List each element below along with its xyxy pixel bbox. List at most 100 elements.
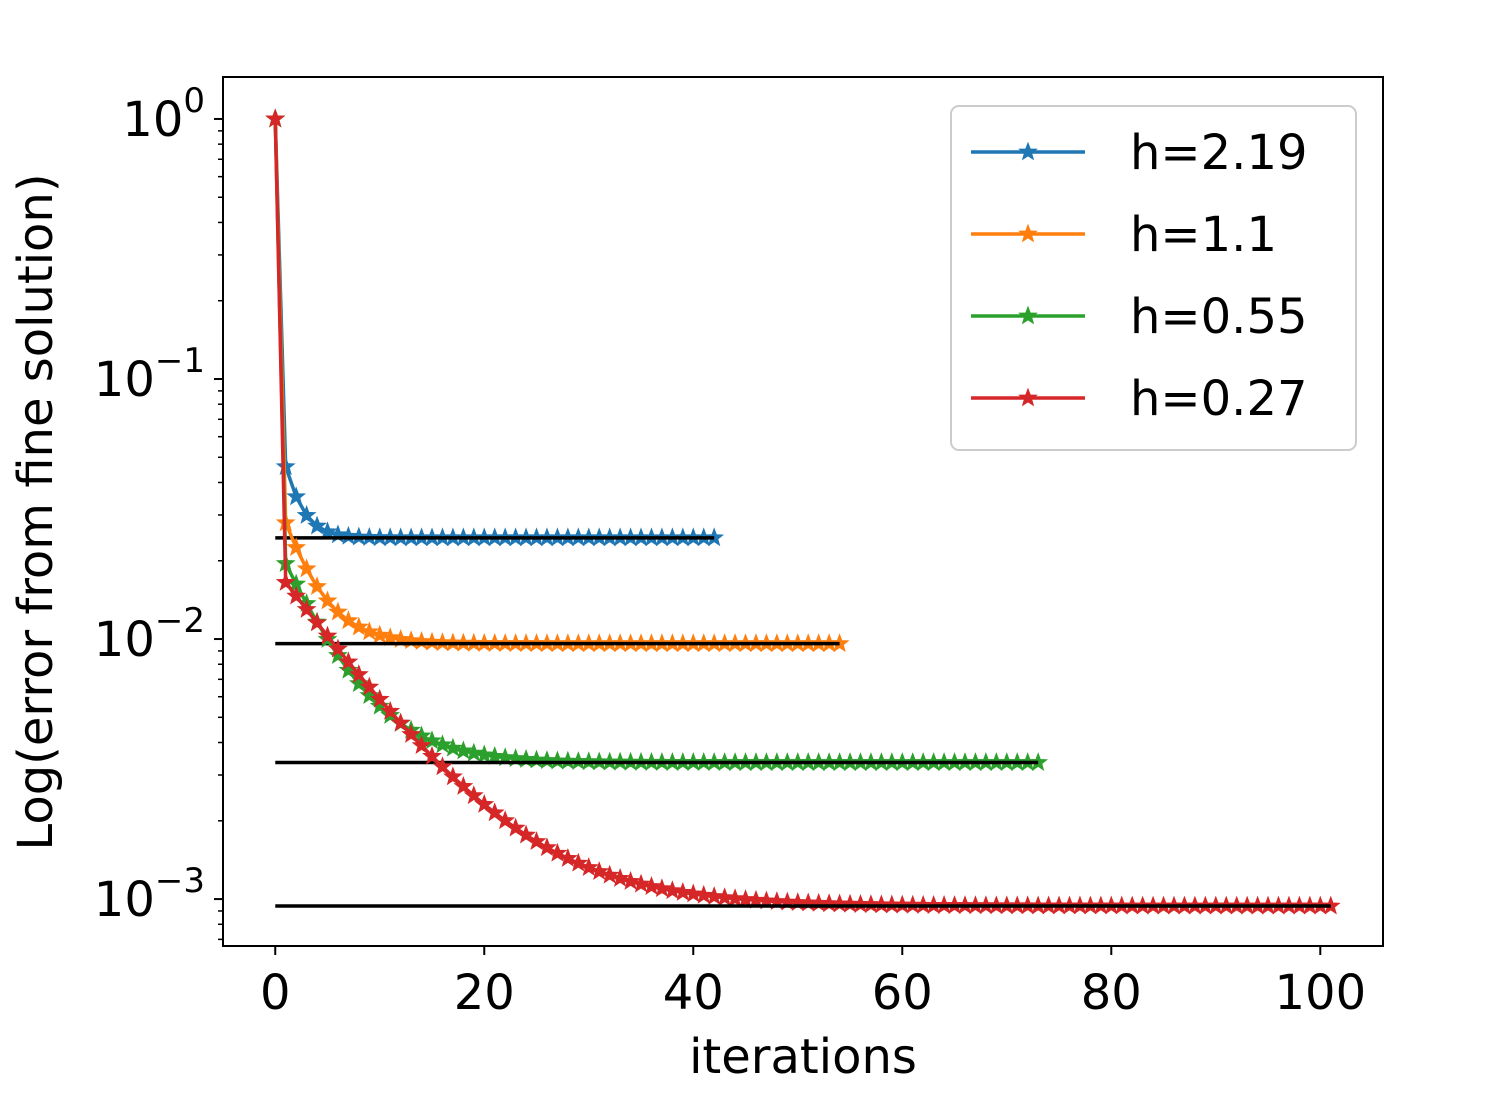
y-tick-label: 10−1 xyxy=(94,341,205,408)
data-point xyxy=(338,651,359,671)
data-point xyxy=(746,889,766,909)
data-point xyxy=(505,817,526,837)
plot-frame xyxy=(222,76,1384,947)
data-point xyxy=(516,824,536,844)
x-axis: 0 20 40 60 80 100 xyxy=(260,946,1366,1021)
data-point xyxy=(422,730,442,750)
data-point xyxy=(369,695,390,715)
data-point xyxy=(463,742,484,762)
data-point xyxy=(474,794,495,813)
legend-frame xyxy=(950,105,1357,451)
plot-layer xyxy=(265,108,1341,915)
data-point xyxy=(484,802,505,822)
data-point xyxy=(453,776,474,795)
x-tick-label: 80 xyxy=(1081,965,1142,1021)
data-point xyxy=(735,889,756,908)
data-point xyxy=(328,645,348,664)
legend-label: h=0.55 xyxy=(1130,289,1308,345)
data-point xyxy=(484,745,505,765)
data-point xyxy=(286,537,307,556)
data-point xyxy=(1320,895,1341,915)
data-point xyxy=(474,744,495,764)
data-point xyxy=(411,735,432,755)
x-tick-label: 100 xyxy=(1274,965,1366,1021)
x-tick-label: 60 xyxy=(872,965,933,1021)
data-point xyxy=(296,599,317,618)
data-point xyxy=(453,740,474,760)
data-point xyxy=(328,638,348,658)
data-point xyxy=(589,861,610,880)
data-point xyxy=(442,766,463,786)
data-point xyxy=(338,610,359,630)
data-point xyxy=(317,590,338,610)
data-point xyxy=(286,486,307,506)
data-point xyxy=(296,505,317,524)
data-point xyxy=(526,831,547,851)
data-point xyxy=(704,886,725,906)
legend-marker xyxy=(1018,305,1038,325)
data-point xyxy=(286,585,307,605)
legend-label: h=1.1 xyxy=(1130,207,1277,263)
data-point xyxy=(369,624,390,644)
data-point xyxy=(672,881,693,901)
y-tick-label: 100 xyxy=(122,81,205,148)
data-point xyxy=(557,848,578,867)
data-point xyxy=(537,837,557,857)
data-point xyxy=(390,712,411,732)
data-point xyxy=(652,878,672,898)
legend-label: h=2.19 xyxy=(1130,125,1308,181)
x-tick-label: 0 xyxy=(260,965,291,1021)
data-point xyxy=(338,525,359,545)
data-point xyxy=(432,734,453,754)
data-point xyxy=(401,724,422,743)
data-point xyxy=(359,621,380,641)
data-point xyxy=(275,572,296,591)
y-tick-label: 10−2 xyxy=(94,601,205,668)
data-point xyxy=(610,868,631,887)
legend-item: h=0.55 xyxy=(971,289,1308,345)
legend: h=2.19 h=1.1 h=0.55 h=0.27 xyxy=(950,105,1357,451)
data-point xyxy=(348,664,369,684)
x-tick-label: 40 xyxy=(663,965,724,1021)
data-point xyxy=(463,785,484,805)
data-point xyxy=(568,852,589,872)
x-tick-label: 20 xyxy=(454,965,515,1021)
data-point xyxy=(714,887,735,907)
data-point xyxy=(307,576,327,596)
data-point xyxy=(307,515,327,535)
y-axis: 100 10−1 10−2 10−3 xyxy=(94,81,223,941)
data-point xyxy=(380,627,401,647)
data-point xyxy=(641,876,662,895)
data-point xyxy=(432,756,453,776)
data-point xyxy=(265,108,286,128)
data-point xyxy=(307,612,327,632)
data-point xyxy=(547,842,568,862)
data-point xyxy=(578,857,599,876)
data-point xyxy=(662,880,683,900)
data-point xyxy=(422,745,442,765)
legend-item: h=0.27 xyxy=(971,371,1308,427)
legend-label: h=0.27 xyxy=(1130,371,1308,427)
data-point xyxy=(442,737,463,757)
legend-item: h=1.1 xyxy=(971,207,1277,263)
data-point xyxy=(369,688,390,708)
data-point xyxy=(495,810,516,830)
data-point xyxy=(631,873,651,893)
legend-marker xyxy=(1018,141,1038,161)
data-point xyxy=(599,864,620,884)
data-point xyxy=(380,700,401,720)
data-point xyxy=(683,883,704,903)
data-point xyxy=(359,676,380,696)
x-axis-label: iterations xyxy=(689,1029,917,1085)
data-point xyxy=(296,558,317,578)
data-point xyxy=(317,625,338,645)
legend-marker xyxy=(1018,387,1038,407)
y-tick-label: 10−3 xyxy=(94,861,205,928)
data-point xyxy=(693,884,714,904)
data-point xyxy=(829,633,850,653)
legend-item: h=2.19 xyxy=(971,125,1308,181)
data-point xyxy=(317,521,338,541)
data-point xyxy=(725,888,745,908)
y-axis-label: Log(error from fine solution) xyxy=(8,173,64,850)
